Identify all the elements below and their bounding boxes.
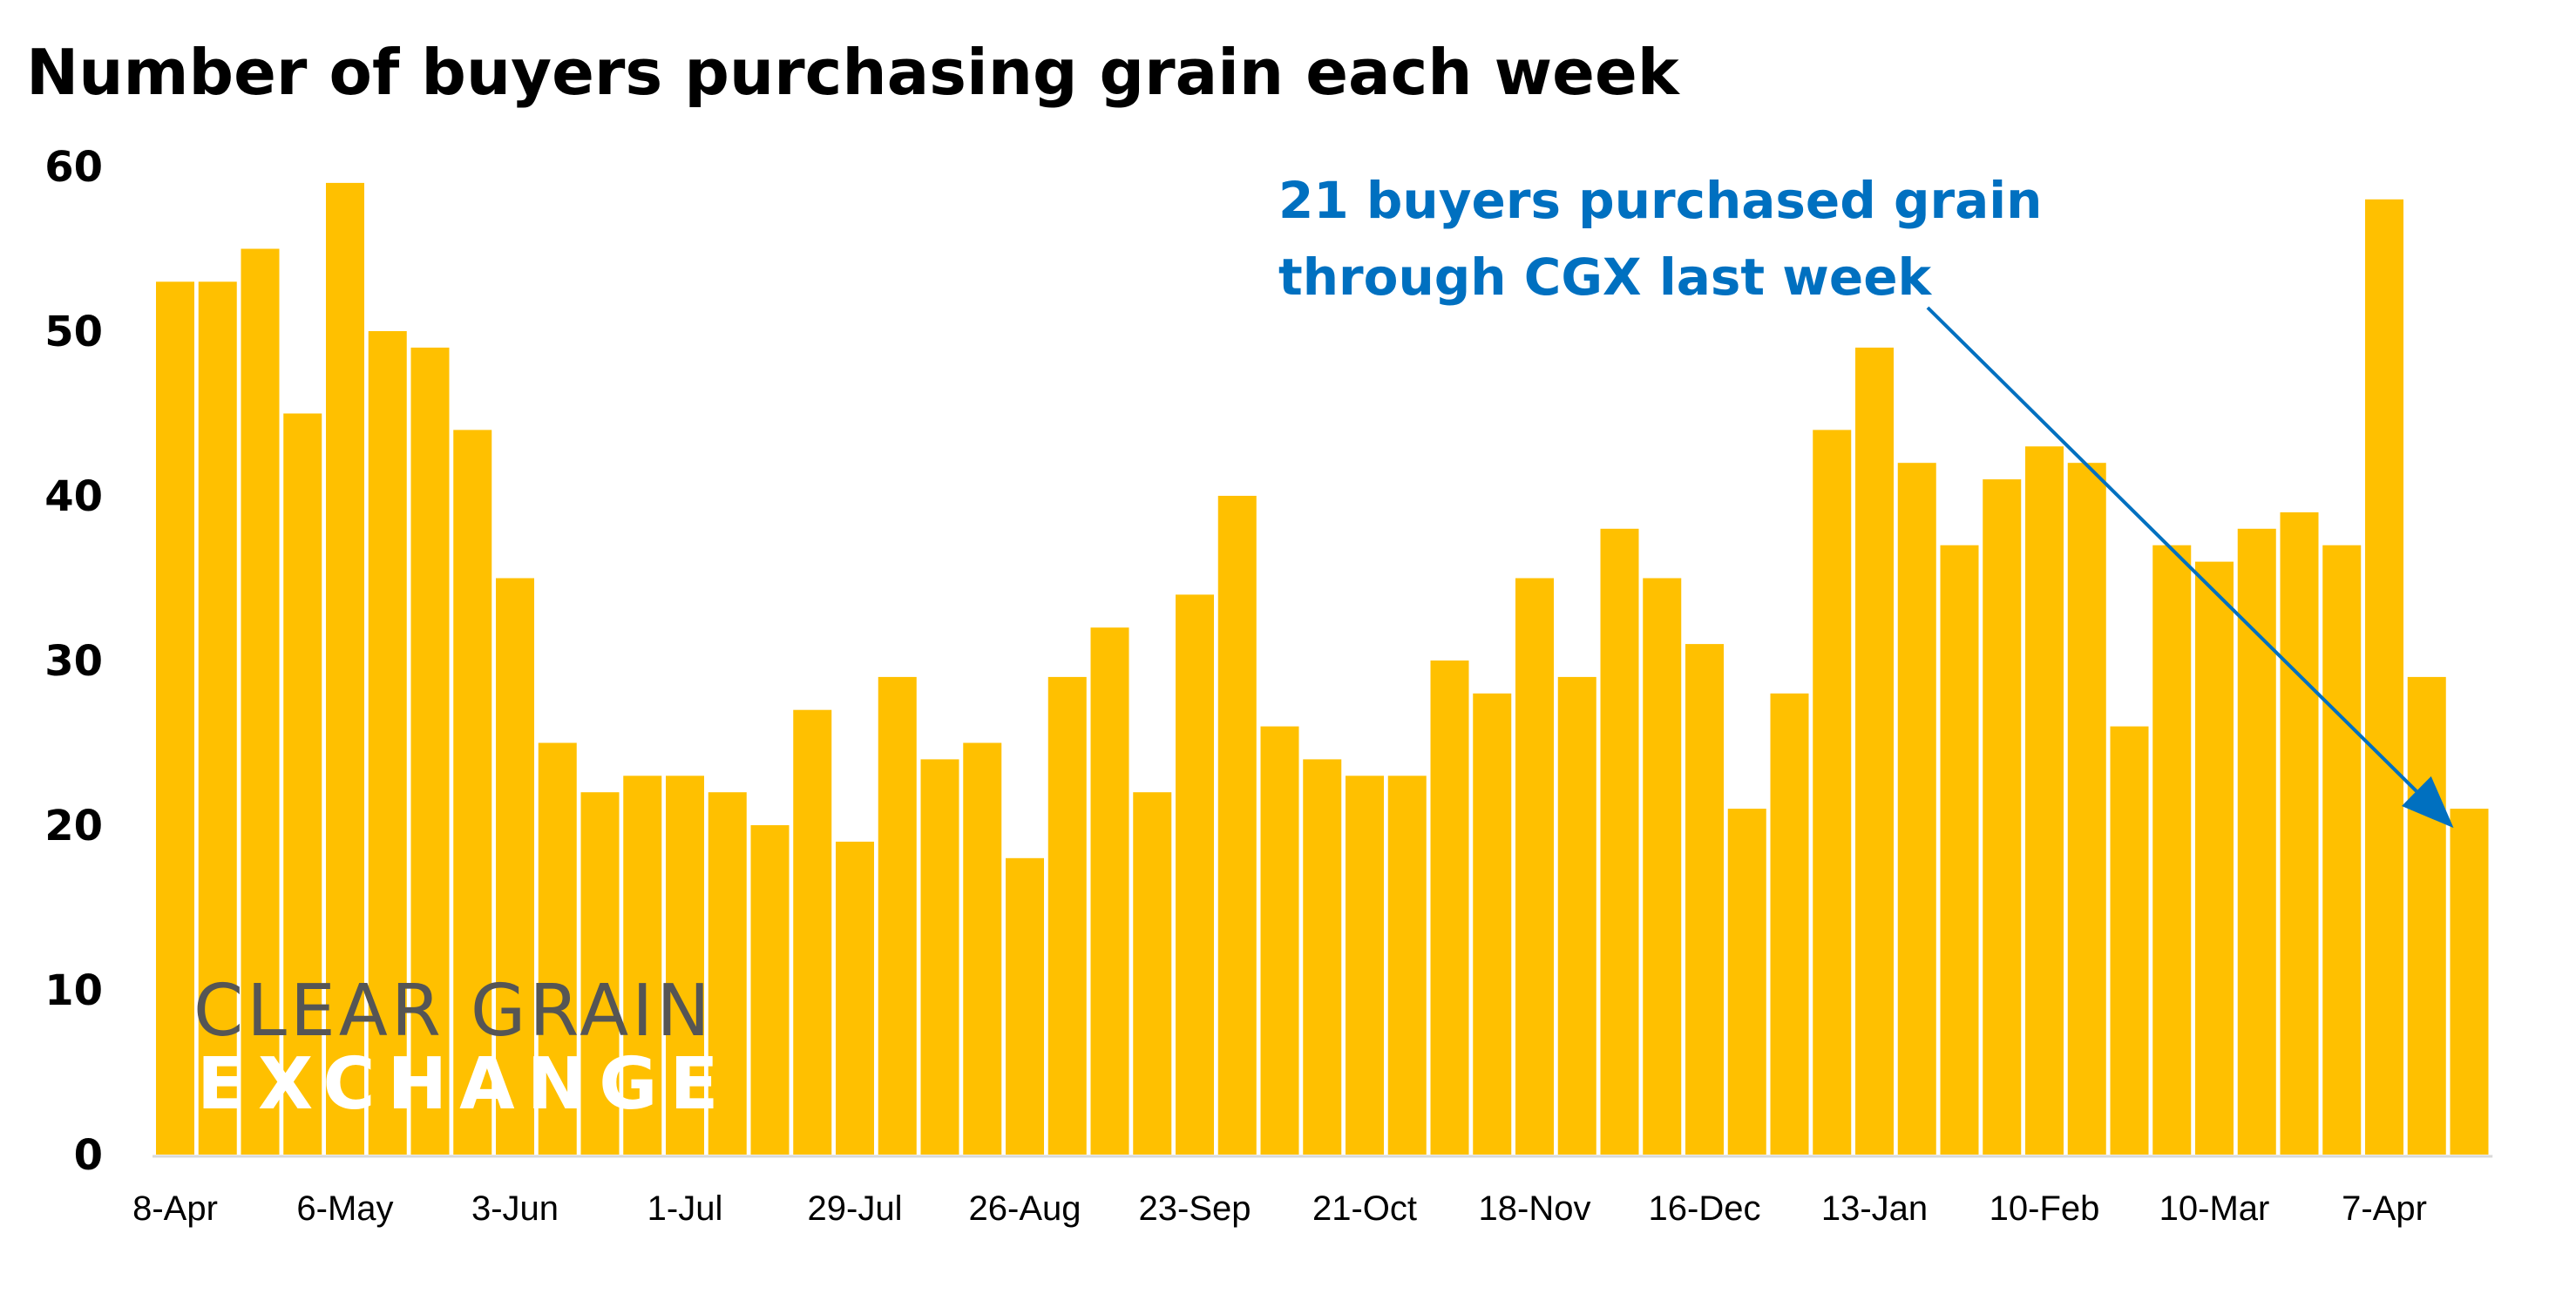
bar (1047, 676, 1087, 1155)
bar (1217, 496, 1257, 1155)
bar (2280, 512, 2319, 1155)
bar (920, 759, 959, 1155)
x-tick-label: 1-Jul (647, 1189, 723, 1228)
x-tick-label: 10-Mar (2159, 1189, 2270, 1228)
bar (1473, 693, 1512, 1155)
y-tick-label: 50 (44, 308, 103, 356)
bar (198, 281, 237, 1155)
bar (1176, 594, 1214, 1155)
x-tick-label: 29-Jul (808, 1189, 903, 1228)
bar (2195, 561, 2234, 1155)
bar (496, 578, 534, 1155)
x-tick-label: 10-Feb (1990, 1189, 2100, 1228)
bar (1685, 644, 1724, 1155)
bar (1430, 661, 1469, 1155)
bar (1983, 479, 2022, 1155)
x-tick-label: 16-Dec (1649, 1189, 1761, 1228)
bar (453, 430, 492, 1155)
x-tick-label: 23-Sep (1139, 1189, 1251, 1228)
bar (708, 792, 747, 1155)
bar (1260, 726, 1299, 1155)
annotation: 21 buyers purchased grain through CGX la… (1278, 171, 2454, 829)
bar (580, 792, 620, 1155)
bar (241, 248, 280, 1155)
bar (1557, 676, 1596, 1155)
bar (1770, 693, 1809, 1155)
bar (836, 841, 874, 1155)
bar (2450, 809, 2489, 1155)
x-tick-label: 21-Oct (1312, 1189, 1417, 1228)
annotation-arrow (1926, 306, 2418, 793)
bar (1090, 627, 1129, 1155)
bar (1813, 430, 1852, 1155)
bar (1303, 759, 1342, 1155)
bar (283, 413, 322, 1155)
chart-title: Number of buyers purchasing grain each w… (26, 36, 1681, 109)
bar (2365, 199, 2403, 1155)
bar (1727, 809, 1766, 1155)
y-tick-label: 40 (44, 472, 103, 521)
bar (156, 281, 194, 1155)
y-tick-label: 0 (74, 1131, 103, 1180)
bar (1940, 545, 1979, 1155)
bar (623, 776, 662, 1155)
bar (538, 742, 577, 1155)
x-tick-label: 26-Aug (969, 1189, 1081, 1228)
annotation-line1: 21 buyers purchased grain (1278, 171, 2042, 230)
annotation-line2: through CGX last week (1278, 247, 1933, 307)
bar (326, 182, 364, 1155)
bar (1133, 792, 1172, 1155)
y-tick-label: 20 (44, 802, 103, 850)
bar (368, 331, 407, 1155)
bar (410, 347, 450, 1155)
bar (1387, 776, 1427, 1155)
bar (1600, 528, 1639, 1155)
bar (1643, 578, 1682, 1155)
bar (793, 709, 832, 1155)
x-tick-label: 8-Apr (132, 1189, 218, 1228)
bar (1855, 347, 1894, 1155)
bar (2322, 545, 2362, 1155)
logo-line2: EXCHANGE (197, 1043, 731, 1126)
bar-series (156, 182, 2489, 1155)
bar (2067, 463, 2106, 1155)
x-tick-label: 6-May (296, 1189, 393, 1228)
bar (963, 742, 1002, 1155)
bar (750, 825, 790, 1155)
x-tick-label: 7-Apr (2342, 1189, 2427, 1228)
x-tick-label: 3-Jun (471, 1189, 559, 1228)
bar (2407, 676, 2446, 1155)
logo: CLEAR GRAIN EXCHANGE (193, 970, 731, 1126)
bar (2152, 545, 2192, 1155)
bar (1346, 776, 1384, 1155)
bar (878, 676, 917, 1155)
x-tick-label: 13-Jan (1821, 1189, 1928, 1228)
logo-line1: CLEAR GRAIN (193, 970, 714, 1053)
y-tick-label: 60 (44, 143, 103, 192)
y-tick-label: 30 (44, 637, 103, 686)
x-axis: 8-Apr 6-May 3-Jun 1-Jul 29-Jul 26-Aug 23-Sep 21… (132, 1189, 2427, 1228)
bar (666, 776, 704, 1155)
bar (2025, 446, 2064, 1155)
y-axis: 0 10 20 30 40 50 60 (44, 143, 103, 1180)
y-tick-label: 10 (44, 966, 103, 1015)
bar (2110, 726, 2149, 1155)
bar (1006, 857, 1044, 1155)
bar (1897, 463, 1936, 1155)
arrow-head-icon (2401, 776, 2454, 829)
bar (2237, 528, 2276, 1155)
bar (1515, 578, 1554, 1155)
x-tick-label: 18-Nov (1479, 1189, 1591, 1228)
